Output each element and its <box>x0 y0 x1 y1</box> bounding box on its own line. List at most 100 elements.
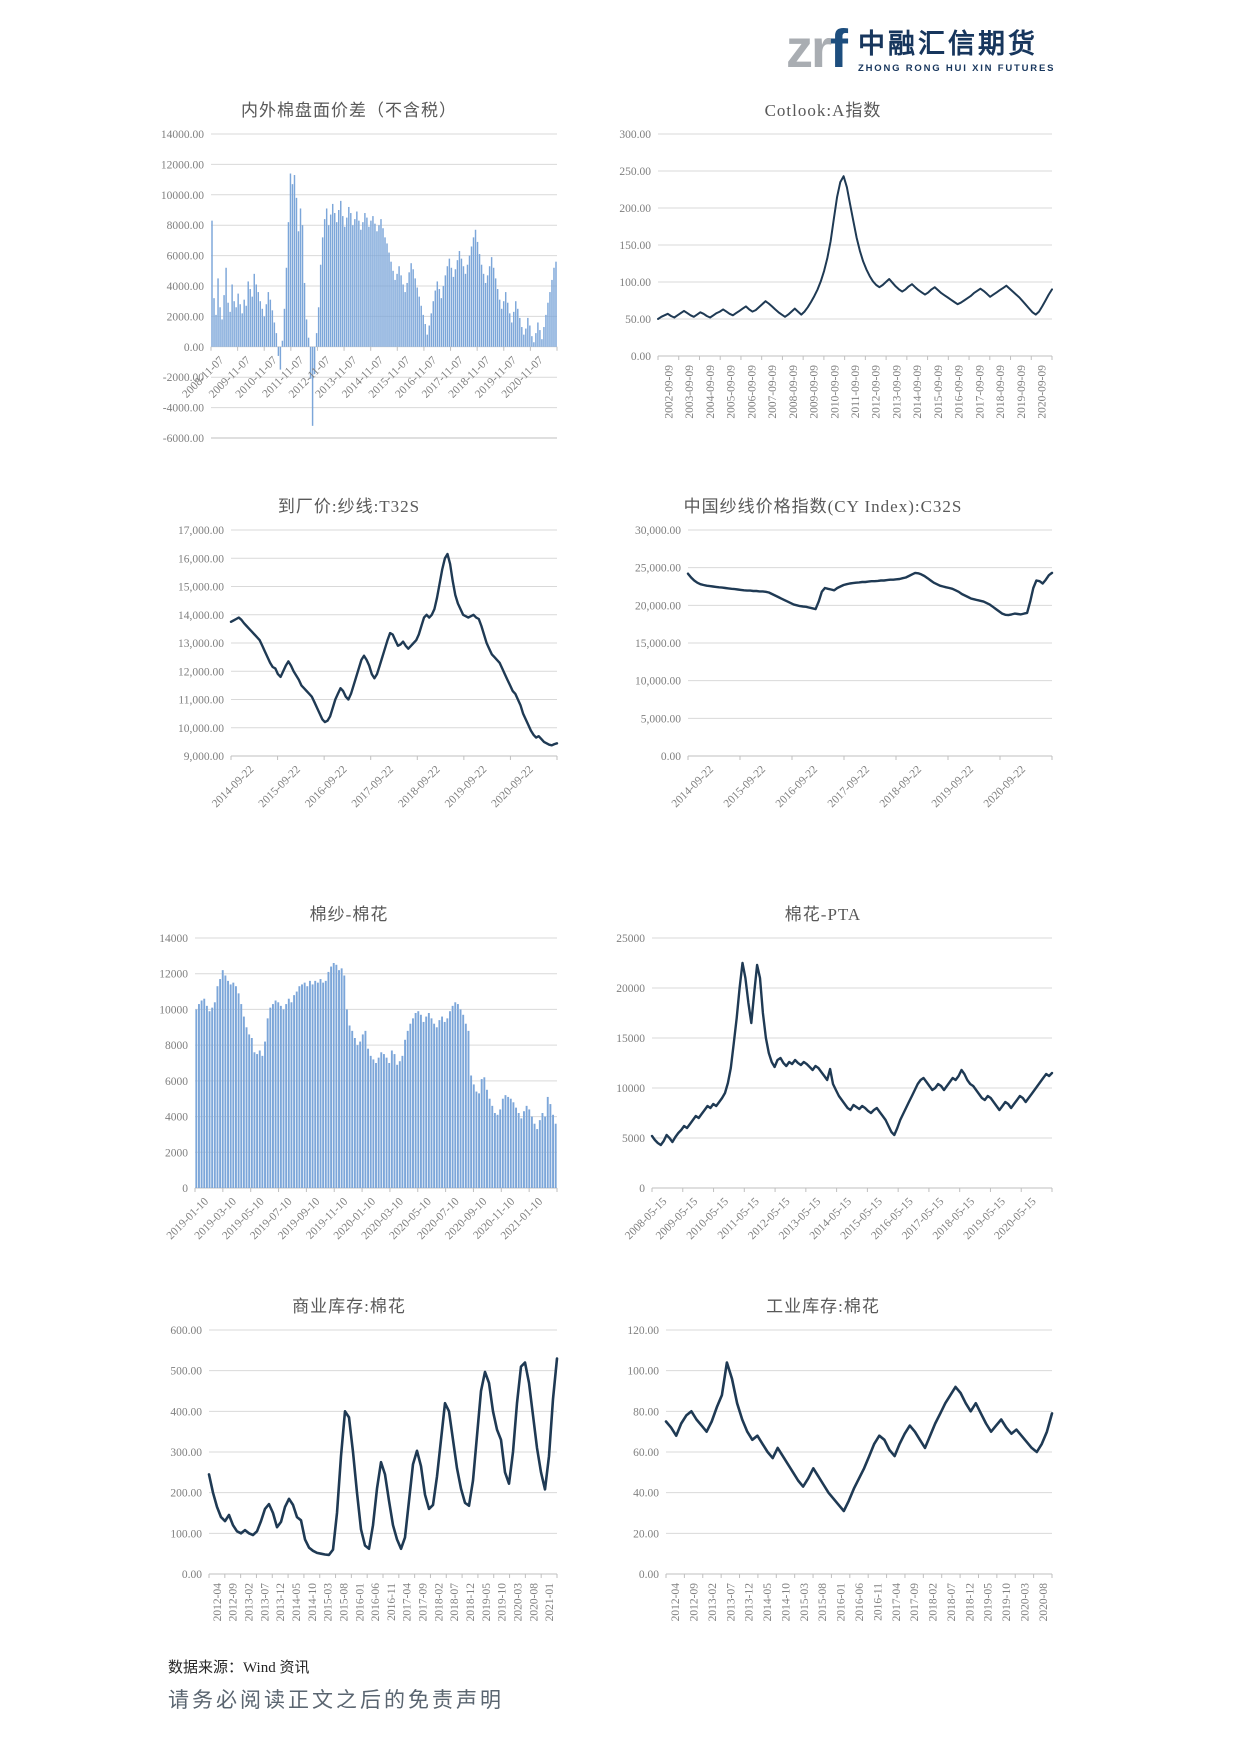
svg-text:2015-03: 2015-03 <box>323 1583 335 1622</box>
svg-text:2013-09-09: 2013-09-09 <box>891 365 903 419</box>
svg-text:2019-05: 2019-05 <box>481 1583 493 1622</box>
chart-title: 内外棉盘面价差（不含税） <box>241 101 457 120</box>
svg-text:2006-09-09: 2006-09-09 <box>746 365 758 419</box>
svg-text:200.00: 200.00 <box>619 203 651 215</box>
svg-text:2019-10: 2019-10 <box>1001 1583 1013 1622</box>
svg-text:-4000.00: -4000.00 <box>163 403 204 415</box>
svg-text:2017-09-22: 2017-09-22 <box>350 763 397 810</box>
svg-text:10,000.00: 10,000.00 <box>635 676 681 688</box>
svg-text:14,000.00: 14,000.00 <box>178 610 224 622</box>
svg-text:25,000.00: 25,000.00 <box>635 563 681 575</box>
data-source-note: 数据来源：Wind 资讯 <box>168 1660 310 1676</box>
svg-text:2018-09-22: 2018-09-22 <box>396 763 443 810</box>
svg-text:2019-10: 2019-10 <box>497 1583 509 1622</box>
svg-text:2014-10: 2014-10 <box>780 1583 792 1622</box>
svg-text:50.00: 50.00 <box>625 314 651 326</box>
svg-text:2013-07: 2013-07 <box>259 1583 271 1622</box>
svg-text:14000.00: 14000.00 <box>161 129 204 141</box>
svg-text:10000: 10000 <box>616 1083 645 1095</box>
chart-title: 棉花-PTA <box>784 905 862 924</box>
chart-title: 中国纱线价格指数(CY Index):C32S <box>683 497 963 516</box>
chart-cotlook-a-index: Cotlook:A指数 0.00 50.00 100.00 150.00 200.00 2… <box>586 96 1060 450</box>
svg-text:2013-12: 2013-12 <box>744 1583 756 1622</box>
svg-text:2012-04: 2012-04 <box>212 1583 224 1622</box>
svg-text:2019-09-22: 2019-09-22 <box>930 763 977 810</box>
svg-text:2014-09-09: 2014-09-09 <box>912 365 924 419</box>
svg-text:15,000.00: 15,000.00 <box>635 638 681 650</box>
svg-text:100.00: 100.00 <box>619 277 651 289</box>
svg-text:0.00: 0.00 <box>661 751 681 763</box>
chart-title: 棉纱-棉花 <box>309 905 389 924</box>
svg-text:0.00: 0.00 <box>184 342 204 354</box>
svg-text:2020-09-09: 2020-09-09 <box>1037 365 1049 419</box>
svg-text:2019-09-09: 2019-09-09 <box>1016 365 1028 419</box>
chart-yarn-factory-price-t32s: 到厂价:纱线:T32S 9,000.00 10,000.00 11,000.00 12… <box>133 492 565 846</box>
svg-text:2013-02: 2013-02 <box>707 1583 719 1622</box>
svg-text:2013-02: 2013-02 <box>244 1583 256 1622</box>
svg-text:15000: 15000 <box>616 1033 645 1045</box>
svg-text:2017-09-09: 2017-09-09 <box>974 365 986 419</box>
chart-canvas: -6000.00 -4000.00 -2000.00 0.00 2000.00 4000.… <box>161 129 558 445</box>
chart-canvas: 0.00 100.00 200.00 300.00 400.00 500.00 600.00… <box>170 1325 559 1622</box>
company-name-cn: 中融汇信期货 <box>858 29 1038 59</box>
chart-domestic-foreign-cotton-spread: 内外棉盘面价差（不含税） -6000.00 -4000.00 -2000.00 0.0… <box>133 96 565 450</box>
svg-text:2003-09-09: 2003-09-09 <box>684 365 696 419</box>
disclaimer-note: 请务必阅读正文之后的免责声明 <box>168 1688 504 1712</box>
svg-text:250.00: 250.00 <box>619 166 651 178</box>
svg-text:2016-11: 2016-11 <box>872 1583 884 1621</box>
svg-text:2007-09-09: 2007-09-09 <box>767 365 779 419</box>
svg-text:2021-01: 2021-01 <box>544 1583 556 1622</box>
svg-text:2018-12: 2018-12 <box>964 1583 976 1622</box>
svg-text:2019-05: 2019-05 <box>983 1583 995 1622</box>
svg-text:14000: 14000 <box>159 933 188 945</box>
svg-text:2018-09-09: 2018-09-09 <box>995 365 1007 419</box>
svg-text:2012-04: 2012-04 <box>670 1583 682 1622</box>
svg-text:2017-04: 2017-04 <box>402 1583 414 1622</box>
svg-text:0: 0 <box>639 1183 645 1195</box>
svg-text:2016-01: 2016-01 <box>836 1583 848 1622</box>
svg-text:2017-04: 2017-04 <box>891 1583 903 1622</box>
svg-text:2017-09: 2017-09 <box>418 1583 430 1622</box>
svg-text:2018-07: 2018-07 <box>449 1583 461 1622</box>
svg-text:2015-09-09: 2015-09-09 <box>933 365 945 419</box>
svg-text:25000: 25000 <box>616 933 645 945</box>
svg-text:120.00: 120.00 <box>627 1325 659 1337</box>
svg-text:5,000.00: 5,000.00 <box>641 713 682 725</box>
svg-text:-6000.00: -6000.00 <box>163 433 204 445</box>
svg-text:2010-09-09: 2010-09-09 <box>829 365 841 419</box>
svg-text:2013-07: 2013-07 <box>725 1583 737 1622</box>
svg-text:100.00: 100.00 <box>627 1366 659 1378</box>
chart-cotton-pta-spread: 棉花-PTA 0 5000 10000 15000 20000 25000 2008-05-… <box>586 900 1060 1284</box>
svg-text:2016-09-09: 2016-09-09 <box>954 365 966 419</box>
svg-text:11,000.00: 11,000.00 <box>178 695 224 707</box>
svg-text:9,000.00: 9,000.00 <box>184 751 225 763</box>
svg-text:17,000.00: 17,000.00 <box>178 525 224 537</box>
svg-text:2018-09-22: 2018-09-22 <box>878 763 925 810</box>
svg-text:2016-06: 2016-06 <box>370 1583 382 1622</box>
chart-title: 到厂价:纱线:T32S <box>277 497 421 516</box>
chart-title: 商业库存:棉花 <box>292 1297 406 1316</box>
svg-text:2005-09-09: 2005-09-09 <box>726 365 738 419</box>
svg-text:10000.00: 10000.00 <box>161 190 204 202</box>
svg-text:2020-03: 2020-03 <box>512 1583 524 1622</box>
chart-canvas: 0.00 20.00 40.00 60.00 80.00 100.00 120.00 2012… <box>627 1325 1054 1622</box>
chart-canvas: 020004000600080001000012000140002019-01-… <box>159 933 558 1242</box>
logo-wordmark-icon: zrf <box>786 22 848 76</box>
chart-canvas: 0.00 5,000.00 10,000.00 15,000.00 20,000.00 2… <box>635 525 1054 810</box>
svg-text:20.00: 20.00 <box>633 1528 659 1540</box>
svg-text:2015-08: 2015-08 <box>338 1583 350 1622</box>
svg-text:2013-12: 2013-12 <box>275 1583 287 1622</box>
svg-text:2014-09-22: 2014-09-22 <box>210 763 257 810</box>
svg-text:2018-02: 2018-02 <box>433 1583 445 1622</box>
svg-text:2014-10: 2014-10 <box>307 1583 319 1622</box>
svg-text:500.00: 500.00 <box>170 1366 202 1378</box>
svg-text:80.00: 80.00 <box>633 1406 659 1418</box>
svg-text:2014-09-22: 2014-09-22 <box>670 763 717 810</box>
logo-names: 中融汇信期货 ZHONG RONG HUI XIN FUTURES <box>858 24 1055 73</box>
svg-text:2018-12: 2018-12 <box>465 1583 477 1622</box>
svg-text:2012-09-09: 2012-09-09 <box>871 365 883 419</box>
svg-text:2009-09-09: 2009-09-09 <box>809 365 821 419</box>
svg-text:2012-09: 2012-09 <box>228 1583 240 1622</box>
svg-text:2015-09-22: 2015-09-22 <box>257 763 304 810</box>
